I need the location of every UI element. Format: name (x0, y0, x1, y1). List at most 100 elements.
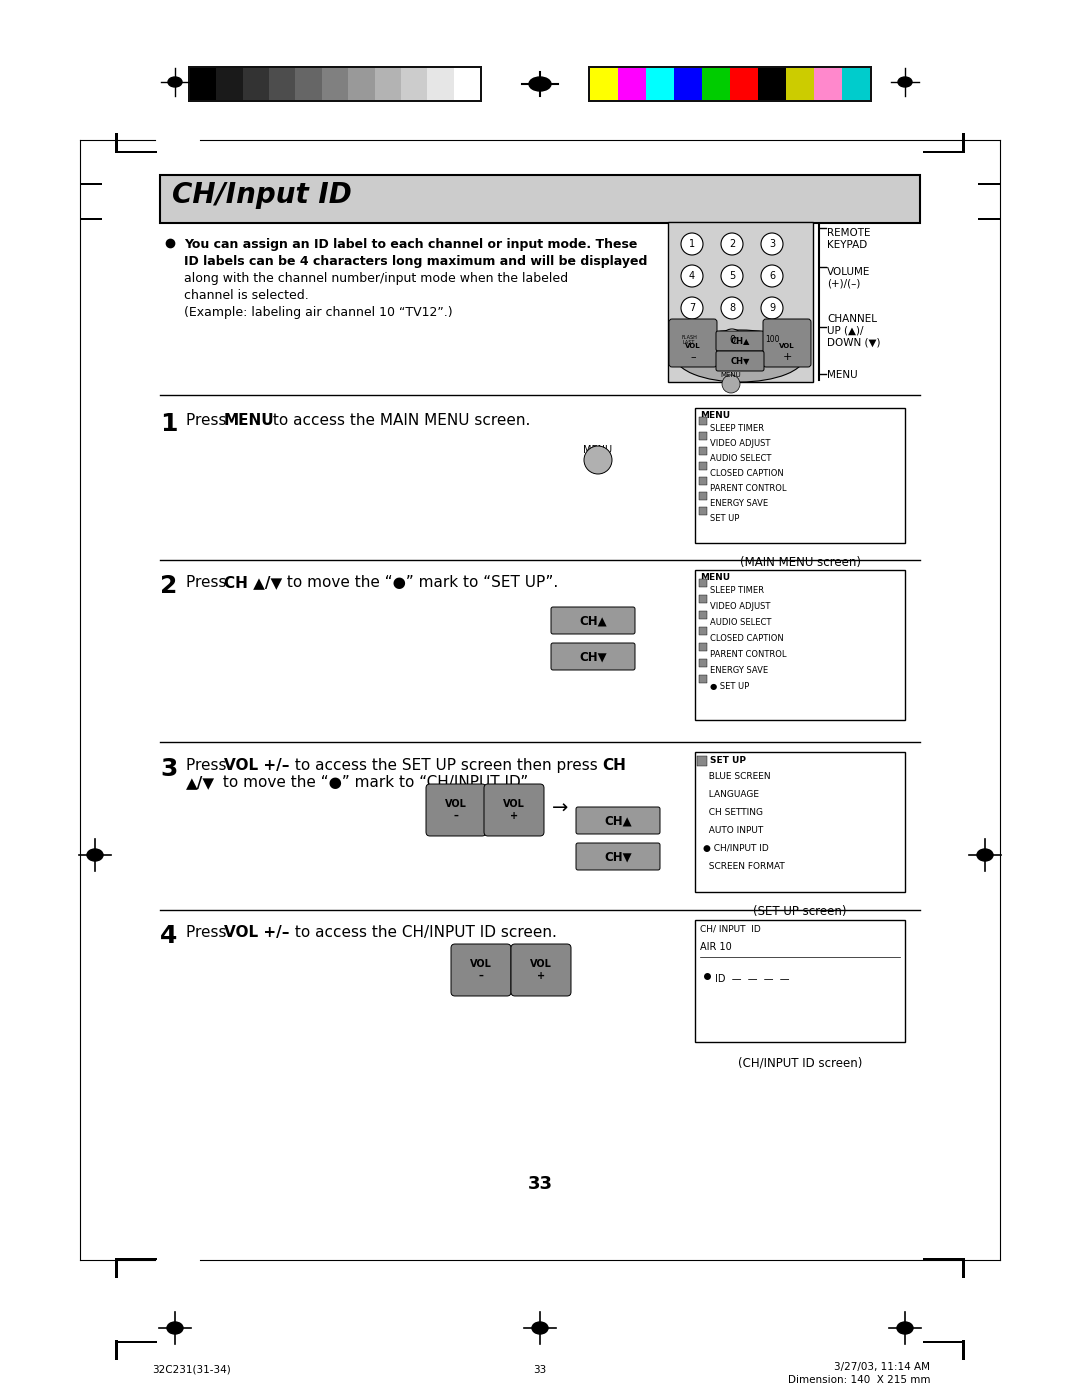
Circle shape (761, 330, 783, 351)
Text: VOL: VOL (779, 344, 795, 349)
Text: 4: 4 (689, 271, 696, 281)
Text: CH▲: CH▲ (579, 615, 607, 627)
Bar (114, 1257, 157, 1260)
Circle shape (721, 330, 743, 351)
Bar (428, 68, 454, 101)
Circle shape (681, 233, 703, 256)
Text: 9: 9 (769, 303, 775, 313)
Text: PARENT CONTROL: PARENT CONTROL (710, 483, 786, 493)
Bar (699, 462, 707, 469)
Bar (114, 1259, 118, 1278)
Text: MENU: MENU (583, 446, 612, 455)
Text: AUTO INPUT: AUTO INPUT (703, 826, 764, 835)
Text: 1: 1 (689, 239, 696, 249)
Text: VOL
–: VOL – (470, 960, 491, 981)
Text: SLEEP TIMER: SLEEP TIMER (710, 425, 764, 433)
Bar (923, 1257, 966, 1260)
Bar (814, 68, 842, 101)
Text: CH▲: CH▲ (604, 814, 632, 827)
Text: MENU: MENU (700, 411, 730, 420)
FancyBboxPatch shape (669, 319, 717, 367)
Text: CLOSED CAPTION: CLOSED CAPTION (710, 634, 784, 643)
Text: VIDEO ADJUST: VIDEO ADJUST (710, 602, 770, 610)
Ellipse shape (977, 849, 993, 861)
Circle shape (723, 374, 740, 393)
Text: 5: 5 (729, 271, 735, 281)
Text: 3: 3 (769, 239, 775, 249)
Text: CH▼: CH▼ (579, 651, 607, 664)
Text: (Example: labeling air channel 10 “TV12”.): (Example: labeling air channel 10 “TV12”… (184, 306, 453, 319)
Text: ID labels can be 4 characters long maximum and will be displayed: ID labels can be 4 characters long maxim… (184, 256, 647, 268)
Bar (696, 921, 905, 1042)
Bar (646, 68, 674, 101)
Text: SET UP: SET UP (710, 756, 746, 766)
Text: VOL: VOL (685, 344, 701, 349)
Bar (696, 408, 905, 543)
Bar (588, 66, 872, 102)
Text: 0: 0 (729, 335, 735, 345)
Bar (114, 1340, 118, 1361)
Bar (80, 218, 102, 219)
Text: FLASH
LAST: FLASH LAST (681, 335, 697, 345)
Text: 33: 33 (534, 1365, 546, 1375)
Bar (401, 68, 428, 101)
Bar (296, 68, 322, 101)
FancyBboxPatch shape (716, 331, 764, 351)
Text: SLEEP TIMER: SLEEP TIMER (710, 585, 764, 595)
Text: MENU: MENU (720, 372, 741, 379)
Bar (699, 610, 707, 619)
Bar (699, 595, 707, 604)
Text: VOLUME
(+)/(–): VOLUME (+)/(–) (827, 267, 870, 289)
Text: Press: Press (186, 414, 231, 427)
Text: CH▲: CH▲ (730, 337, 750, 345)
Text: AUDIO SELECT: AUDIO SELECT (710, 617, 771, 627)
Text: +: + (782, 352, 792, 362)
FancyBboxPatch shape (451, 944, 511, 996)
Bar (699, 643, 707, 651)
Text: CH▼: CH▼ (730, 356, 750, 366)
Bar (699, 416, 707, 425)
Text: (MAIN MENU screen): (MAIN MENU screen) (740, 556, 861, 569)
Circle shape (681, 265, 703, 286)
Text: LANGUAGE: LANGUAGE (703, 789, 759, 799)
Text: ● CH/INPUT ID: ● CH/INPUT ID (703, 844, 769, 854)
Bar (454, 68, 480, 101)
Text: VOL
+: VOL + (530, 960, 552, 981)
Circle shape (584, 446, 612, 474)
Circle shape (721, 233, 743, 256)
Ellipse shape (532, 1322, 548, 1334)
Text: –: – (690, 352, 696, 362)
Text: 100: 100 (765, 335, 780, 345)
Text: 1: 1 (160, 412, 177, 436)
Text: 4: 4 (160, 923, 177, 949)
Bar (699, 659, 707, 666)
Bar (669, 222, 813, 381)
Text: BLUE SCREEN: BLUE SCREEN (703, 773, 771, 781)
Text: Press: Press (186, 759, 231, 773)
Circle shape (681, 298, 703, 319)
Text: to move the “●” mark to “CH/INPUT ID” .: to move the “●” mark to “CH/INPUT ID” . (218, 775, 538, 789)
Ellipse shape (87, 849, 103, 861)
Bar (699, 675, 707, 683)
FancyBboxPatch shape (551, 643, 635, 671)
FancyBboxPatch shape (511, 944, 571, 996)
Text: Dimension: 140  X 215 mm: Dimension: 140 X 215 mm (787, 1375, 930, 1384)
Bar (962, 1259, 964, 1278)
Bar (697, 756, 707, 766)
FancyBboxPatch shape (716, 351, 764, 372)
Bar (190, 68, 216, 101)
Bar (375, 68, 401, 101)
Bar (216, 68, 243, 101)
Text: 33: 33 (527, 1175, 553, 1193)
Circle shape (761, 233, 783, 256)
Text: VOL
–: VOL – (445, 799, 467, 821)
Text: Press: Press (186, 576, 231, 590)
Bar (114, 1341, 157, 1343)
Text: VOL +/–: VOL +/– (224, 759, 289, 773)
Bar (269, 68, 296, 101)
Text: ▲/▼: ▲/▼ (186, 775, 215, 789)
Bar (962, 133, 964, 154)
Ellipse shape (168, 77, 183, 87)
FancyBboxPatch shape (551, 608, 635, 634)
Ellipse shape (529, 77, 551, 91)
